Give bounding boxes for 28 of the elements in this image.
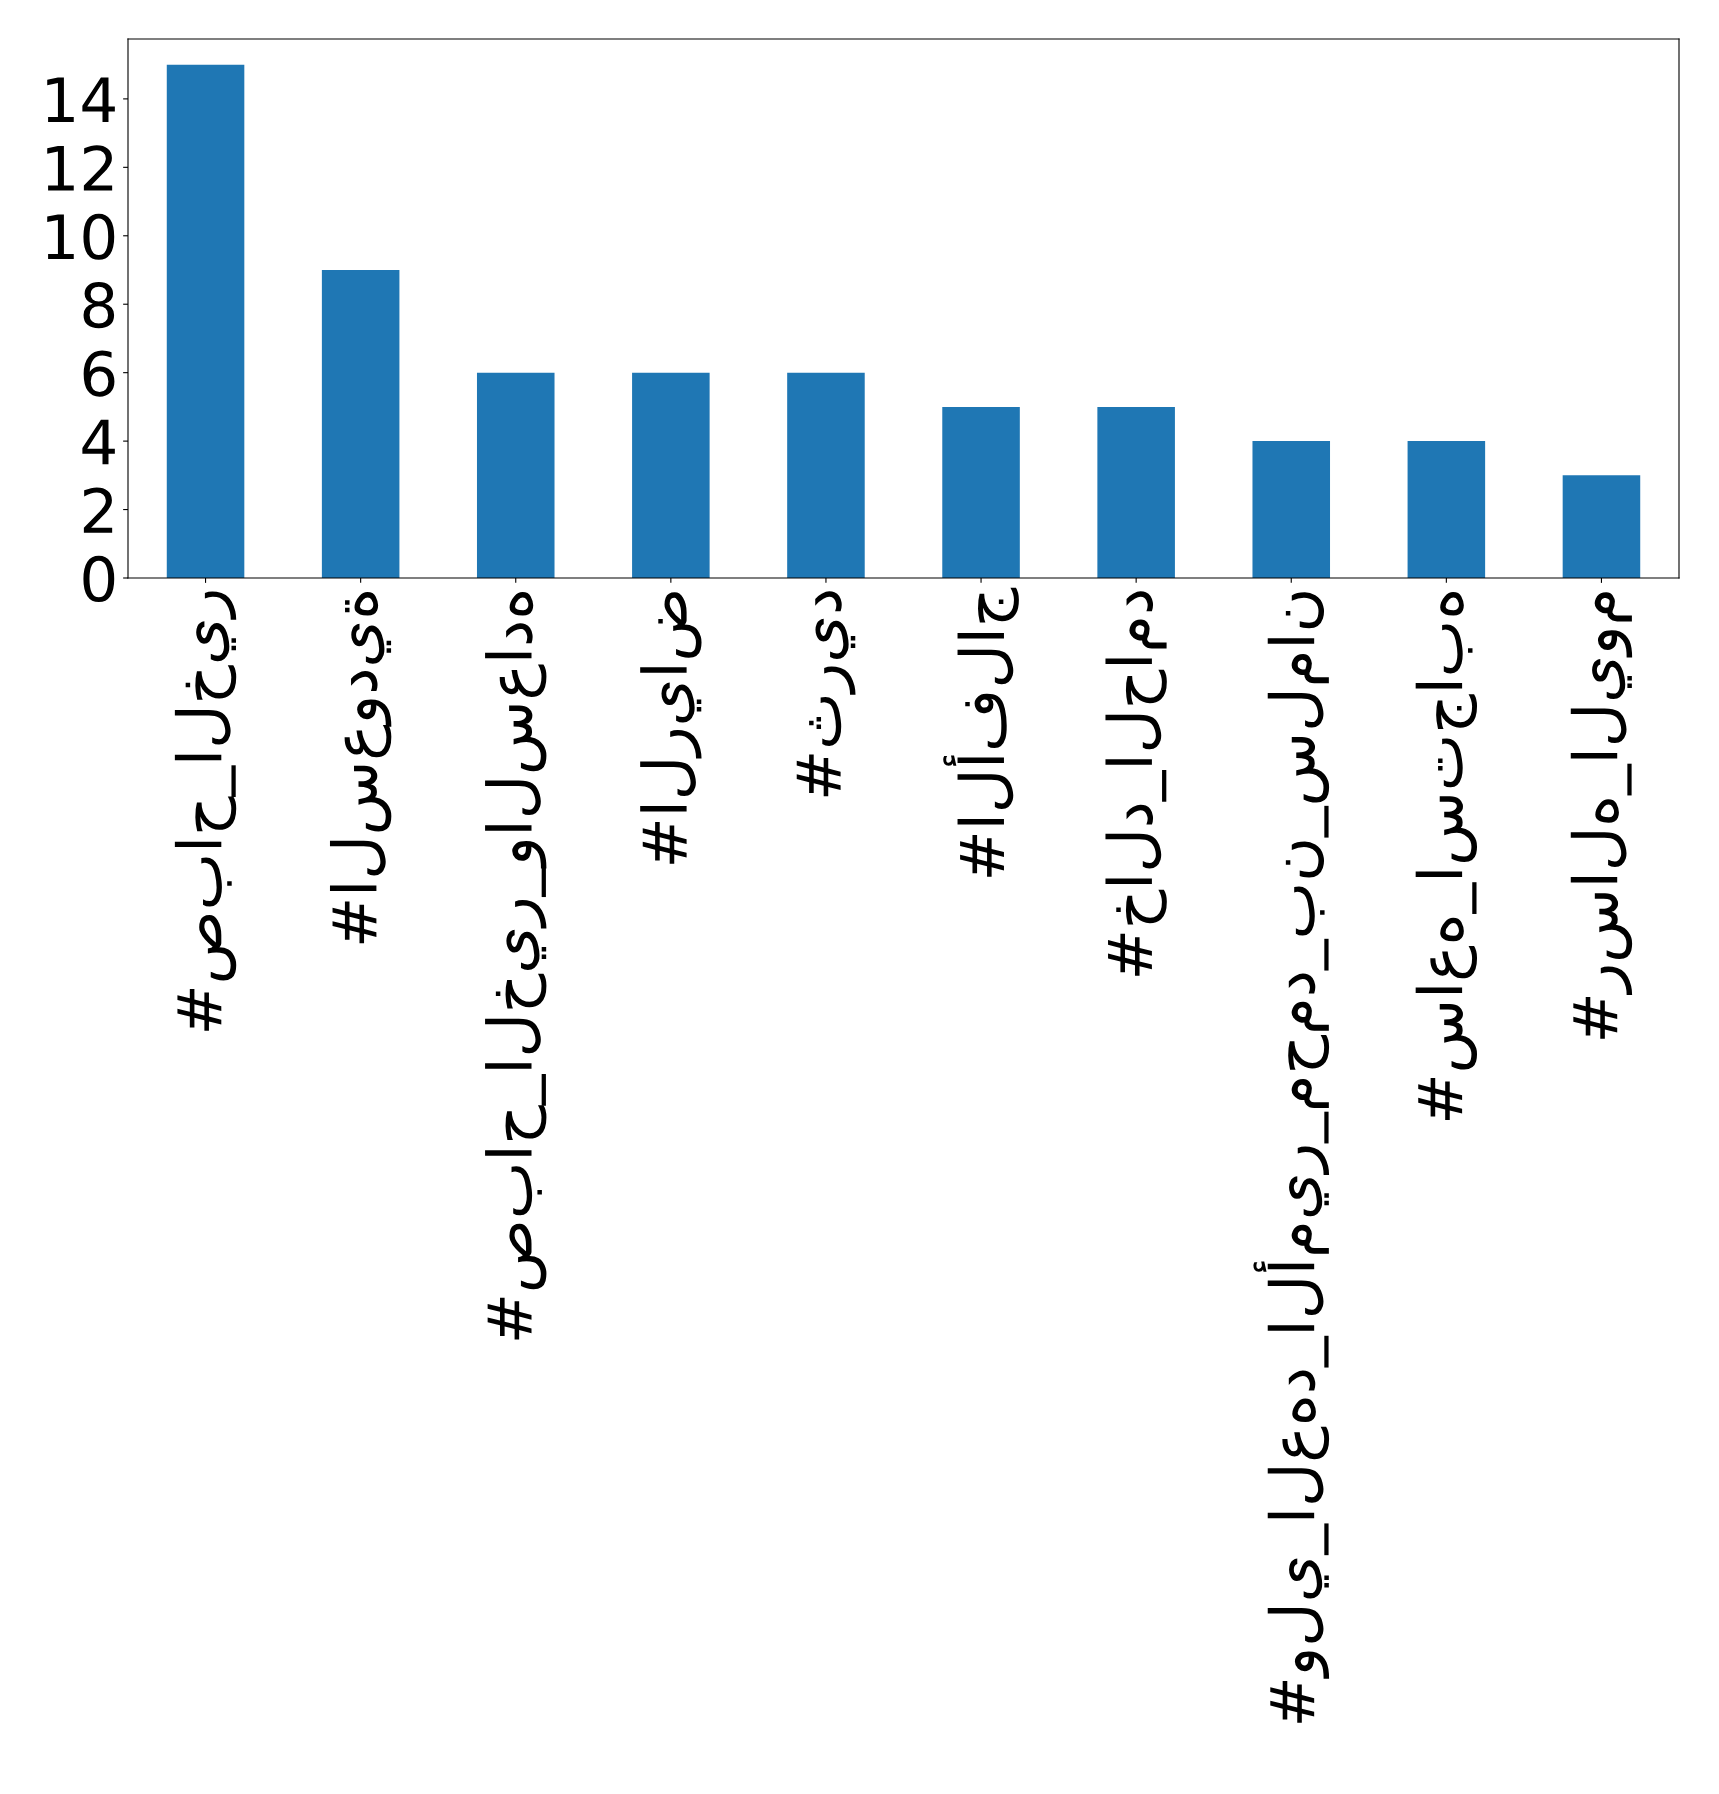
bar	[321, 270, 400, 578]
bar	[787, 372, 865, 578]
y-tick-label: 10	[47, 213, 115, 260]
x-tick-label: #ولي_العهد_الأمير_محمد_بن_سلمان	[1253, 592, 1330, 1723]
x-tick-label: #الرياض	[640, 592, 702, 864]
bar	[1252, 441, 1331, 578]
x-tick-label: #السعودية	[329, 592, 392, 944]
x-tick-label: #الأفلاج	[943, 587, 1019, 877]
y-tick-label: 0	[83, 555, 115, 603]
bar	[166, 64, 245, 578]
bar	[942, 406, 1020, 578]
y-tick-label: 6	[83, 350, 115, 397]
x-tick-label: #ثريد	[796, 591, 856, 797]
y-tick-label: 14	[47, 77, 115, 123]
bar	[1562, 475, 1641, 578]
x-tick-label: #خالد_الحامد	[1105, 591, 1167, 976]
y-tick-label: 12	[47, 145, 113, 191]
x-tick-label: #صباح_الخير	[174, 591, 237, 1031]
bar	[1407, 441, 1486, 578]
x-tick-label: #ساعه_استجابه	[1415, 592, 1478, 1120]
bar	[1097, 406, 1175, 578]
y-tick-label: 4	[82, 419, 115, 465]
bar	[476, 372, 555, 578]
y-tick-label: 8	[83, 282, 115, 329]
y-tick-label: 2	[83, 487, 113, 533]
x-tick-label: #رساله_اليوم	[1570, 592, 1633, 1039]
x-tick-label: #صباح_الخير_والسعاده	[485, 592, 547, 1340]
bar	[632, 372, 710, 578]
